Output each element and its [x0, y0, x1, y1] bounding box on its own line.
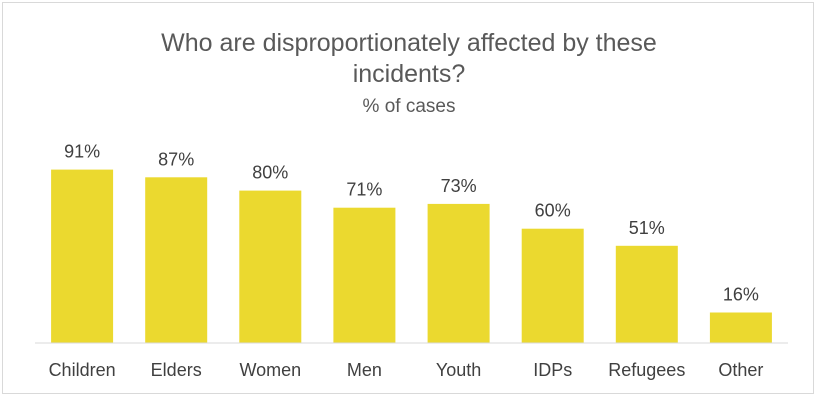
category-label-other: Other: [718, 360, 763, 380]
value-label-men: 71%: [346, 180, 382, 200]
value-label-elders: 87%: [158, 149, 194, 169]
bar-men: [333, 207, 396, 343]
category-label-children: Children: [49, 360, 116, 380]
value-label-refugees: 51%: [629, 218, 665, 238]
value-label-idps: 60%: [535, 201, 571, 221]
category-label-youth: Youth: [436, 360, 481, 380]
bar-refugees: [615, 245, 678, 343]
value-labels-layer: 91% 87% 80% 71% 73% 60% 51% 16%: [64, 142, 759, 305]
bar-women: [239, 190, 302, 343]
bar-idps: [521, 228, 584, 343]
category-label-idps: IDPs: [533, 360, 572, 380]
chart-subtitle: % of cases: [363, 96, 456, 117]
bars-layer: [51, 169, 772, 343]
category-label-men: Men: [347, 360, 382, 380]
value-label-youth: 73%: [441, 176, 477, 196]
bar-children: [51, 169, 114, 343]
category-label-women: Women: [239, 360, 301, 380]
chart-frame: [2, 2, 814, 394]
category-labels-layer: Children Elders Women Men Youth IDPs Refugees O…: [49, 360, 764, 380]
bar-youth: [427, 203, 490, 343]
value-label-children: 91%: [64, 142, 100, 162]
category-label-elders: Elders: [151, 360, 202, 380]
bar-elders: [145, 177, 208, 343]
chart-title-line-2: incidents?: [353, 60, 466, 88]
category-label-refugees: Refugees: [608, 360, 685, 380]
value-label-other: 16%: [723, 285, 759, 305]
value-label-women: 80%: [252, 163, 288, 183]
chart-title-line-1: Who are disproportionately affected by t…: [161, 29, 657, 57]
bar-other: [709, 312, 772, 343]
